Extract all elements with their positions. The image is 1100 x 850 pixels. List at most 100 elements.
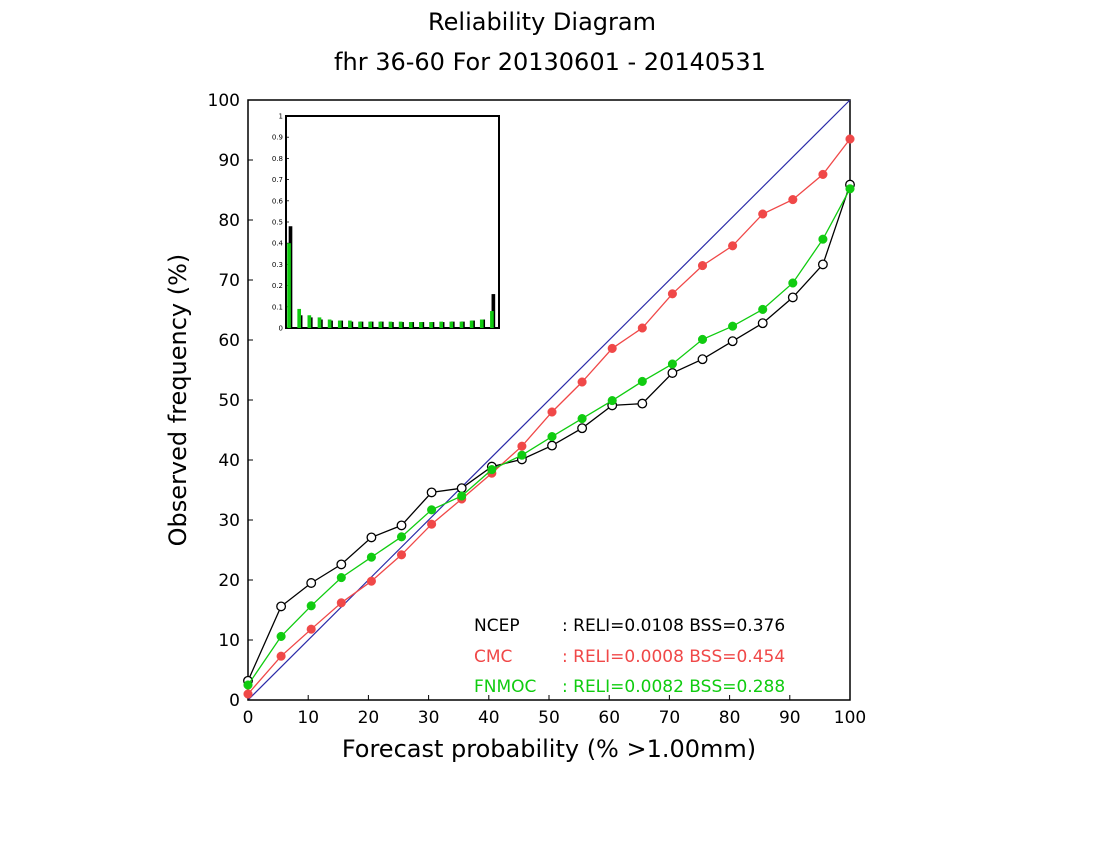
inset-bar xyxy=(317,317,322,328)
data-point xyxy=(577,377,587,387)
inset-bar xyxy=(307,315,312,328)
legend-stats-fnmoc: : RELI=0.0082 BSS=0.288 xyxy=(562,677,785,697)
inset-y-tick-label: 0.6 xyxy=(272,197,284,205)
inset-bar xyxy=(419,322,423,328)
x-tick-label: 30 xyxy=(418,708,440,728)
x-tick-label: 10 xyxy=(297,708,319,728)
inset-bar xyxy=(459,321,464,328)
data-point xyxy=(396,532,407,542)
chart-title: Reliability Diagram xyxy=(428,8,656,36)
data-point xyxy=(517,450,527,460)
inset-bar xyxy=(378,321,383,328)
data-point xyxy=(607,343,617,353)
x-tick-label: 90 xyxy=(779,708,801,728)
data-point xyxy=(427,519,437,529)
inset-bar xyxy=(327,319,332,328)
data-point xyxy=(727,336,738,347)
main-plot-area: 0 10 20 30 40 50 60 70 80 90 100010203040506070809… xyxy=(208,91,867,728)
inset-bar xyxy=(429,322,433,328)
chart-subtitle: fhr 36-60 For 20130601 - 20140531 xyxy=(334,48,766,76)
data-point xyxy=(697,354,708,365)
data-point xyxy=(547,440,557,451)
inset-bar xyxy=(490,311,494,328)
inset-y-tick-label: 0.4 xyxy=(272,240,284,248)
data-point xyxy=(396,550,407,560)
inset-y-tick-label: 0.1 xyxy=(272,303,283,311)
data-point xyxy=(366,552,376,562)
data-point xyxy=(667,359,677,369)
data-point xyxy=(788,278,798,288)
inset-bar xyxy=(368,321,373,328)
legend: NCEP: RELI=0.0108 BSS=0.376 CMC: RELI=0.0… xyxy=(474,616,785,697)
inset-y-tick-label: 0.3 xyxy=(272,261,283,269)
y-tick-label: 20 xyxy=(218,571,240,591)
data-point xyxy=(487,465,497,475)
inset-bar xyxy=(348,320,352,328)
inset-frame xyxy=(285,115,500,329)
x-tick-label: 70 xyxy=(659,708,681,728)
inset-bar xyxy=(388,321,393,328)
y-tick-label: 10 xyxy=(218,631,240,651)
y-tick-label: 50 xyxy=(218,391,240,411)
data-point xyxy=(817,259,828,270)
inset-bar xyxy=(439,321,444,328)
legend-stats-cmc: : RELI=0.0008 BSS=0.454 xyxy=(562,647,785,667)
inset-bar xyxy=(449,321,454,328)
data-point xyxy=(667,289,677,299)
data-point xyxy=(637,323,647,333)
data-point xyxy=(697,334,708,344)
data-point xyxy=(697,261,708,271)
data-point xyxy=(728,321,738,331)
data-point xyxy=(276,601,287,612)
data-point xyxy=(577,414,587,424)
inset-bar xyxy=(287,243,291,328)
data-point xyxy=(757,318,768,329)
y-tick-label: 60 xyxy=(218,331,240,351)
y-axis-label: Observed frequency (%) xyxy=(164,254,192,547)
inset-y-tick-label: 0.9 xyxy=(272,134,283,142)
data-point xyxy=(243,689,253,699)
inset-bar xyxy=(297,308,302,328)
inset-bar xyxy=(491,294,496,328)
data-point xyxy=(818,169,828,179)
data-point xyxy=(366,532,377,543)
y-tick-label: 90 xyxy=(218,151,240,171)
inset-y-tick-label: 0.5 xyxy=(272,219,283,227)
x-tick-label: 50 xyxy=(538,708,560,728)
x-tick-label: 0 xyxy=(243,708,254,728)
data-point xyxy=(547,407,557,417)
data-point xyxy=(788,195,798,205)
x-tick-label: 60 xyxy=(598,708,620,728)
data-point xyxy=(427,505,437,515)
data-point xyxy=(306,624,316,634)
data-point xyxy=(396,520,407,531)
inset-y-tick-label: 0.7 xyxy=(272,176,283,184)
data-point xyxy=(457,491,467,501)
inset-bar xyxy=(337,320,342,328)
x-tick-label: 80 xyxy=(719,708,741,728)
data-point xyxy=(426,487,437,498)
inset-y-tick-label: 0.8 xyxy=(272,155,283,163)
inset-series-1 xyxy=(287,243,494,328)
data-point xyxy=(306,601,316,611)
legend-name-cmc: CMC xyxy=(474,647,512,667)
inset-histogram: 0 0.1 0.2 0.3 0.4 0.5 0.6 0.7 0.8 0.9 1 xyxy=(272,113,500,333)
data-point xyxy=(547,432,557,442)
inset-bar xyxy=(408,322,413,328)
y-tick-label: 0 xyxy=(229,691,240,711)
data-point xyxy=(637,376,647,386)
y-tick-label: 80 xyxy=(218,211,240,231)
y-tick-label: 40 xyxy=(218,451,240,471)
data-point xyxy=(845,134,855,144)
inset-bar xyxy=(479,319,484,328)
x-axis-label: Forecast probability (% >1.00mm) xyxy=(342,735,756,763)
data-point xyxy=(787,292,798,303)
data-point xyxy=(306,578,317,588)
data-point xyxy=(728,241,738,251)
data-point xyxy=(336,573,346,583)
legend-stats-ncep: : RELI=0.0108 BSS=0.376 xyxy=(562,616,785,636)
data-point xyxy=(456,483,467,494)
data-point xyxy=(517,441,527,451)
data-point xyxy=(243,680,253,690)
